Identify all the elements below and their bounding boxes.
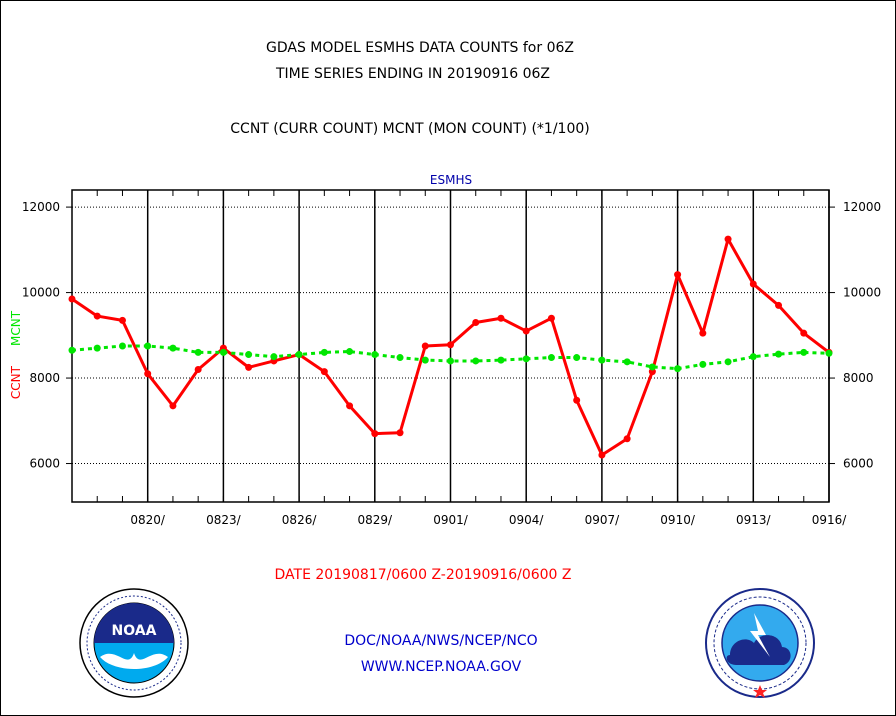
data-point-ccnt [68, 295, 76, 303]
data-point-mcnt [219, 348, 227, 356]
data-point-ccnt [421, 342, 429, 350]
y-tick-label-right: 12000 [843, 200, 881, 214]
x-tick-label: 0820/ [130, 513, 166, 527]
data-point-ccnt [749, 280, 757, 288]
data-point-mcnt [800, 348, 808, 356]
data-point-ccnt [598, 451, 606, 459]
x-tick-label: 0913/ [736, 513, 772, 527]
y-tick-label-right: 8000 [843, 371, 874, 385]
data-point-ccnt [144, 370, 152, 378]
data-point-mcnt [522, 355, 530, 363]
y-axis-label-mcnt: MCNT [9, 310, 23, 346]
data-point-ccnt [775, 301, 783, 309]
data-point-ccnt [800, 329, 808, 337]
data-point-mcnt [623, 358, 631, 366]
data-point-ccnt [522, 327, 530, 335]
data-point-mcnt [573, 354, 581, 362]
data-point-mcnt [674, 365, 682, 373]
data-point-ccnt [699, 329, 707, 337]
data-point-mcnt [144, 342, 152, 350]
y-axis-label-ccnt: CCNT [9, 365, 23, 399]
data-point-ccnt [447, 341, 454, 349]
data-point-mcnt [169, 344, 177, 352]
data-point-ccnt [472, 318, 480, 326]
x-tick-label: 0826/ [282, 513, 318, 527]
data-point-mcnt [472, 357, 480, 365]
data-point-mcnt [724, 358, 732, 366]
data-point-mcnt [447, 357, 454, 365]
footer-line-2: WWW.NCEP.NOAA.GOV [361, 659, 522, 675]
x-tick-label: 0829/ [358, 513, 394, 527]
plot-frame [71, 189, 830, 503]
data-point-ccnt [396, 429, 404, 437]
data-point-mcnt [245, 351, 253, 359]
axis-layer: 6000 6000 8000 8000 10000 10000 12000 12000 0820… [22, 189, 881, 527]
y-tick-label-left: 10000 [22, 286, 60, 300]
data-point-mcnt [295, 351, 303, 359]
noaa-logo-acronym: NOAA [112, 623, 157, 639]
data-point-mcnt [93, 344, 101, 352]
data-point-mcnt [371, 351, 379, 359]
y-tick-label-left: 8000 [29, 371, 60, 385]
date-range-label: DATE 20190817/0600 Z-20190916/0600 Z [275, 567, 572, 583]
data-point-ccnt [371, 430, 379, 438]
data-point-ccnt [497, 314, 505, 322]
y-tick-label-right: 10000 [843, 286, 881, 300]
data-point-ccnt [169, 402, 177, 410]
subtitle: CCNT (CURR COUNT) MCNT (MON COUNT) (*1/1… [230, 121, 589, 137]
data-point-ccnt [320, 368, 328, 376]
data-point-mcnt [270, 353, 278, 361]
y-tick-label-left: 6000 [29, 457, 60, 471]
data-point-mcnt [68, 346, 76, 354]
data-point-mcnt [497, 356, 505, 364]
data-point-ccnt [724, 235, 732, 243]
x-tick-label: 0910/ [660, 513, 696, 527]
data-point-mcnt [118, 342, 126, 350]
data-point-mcnt [648, 363, 656, 371]
x-tick-label: 0907/ [585, 513, 621, 527]
y-tick-label-left: 12000 [22, 200, 60, 214]
data-point-ccnt [118, 316, 126, 324]
nws-logo [705, 588, 815, 698]
footer-line-1: DOC/NOAA/NWS/NCEP/NCO [344, 633, 537, 649]
grid-layer [72, 190, 830, 502]
data-point-mcnt [396, 354, 404, 362]
data-point-ccnt [623, 435, 631, 443]
data-point-mcnt [749, 353, 757, 361]
title-line-1: GDAS MODEL ESMHS DATA COUNTS for 06Z [266, 40, 574, 56]
y-axis-label-group: CCNT MCNT [9, 310, 23, 399]
x-tick-label: 0904/ [509, 513, 545, 527]
data-point-mcnt [346, 348, 354, 356]
plot-title: ESMHS [430, 173, 472, 187]
data-point-mcnt [320, 348, 328, 356]
data-point-mcnt [699, 360, 707, 368]
data-point-ccnt [674, 271, 682, 279]
data-point-ccnt [547, 314, 555, 322]
x-tick-label: 0916/ [812, 513, 848, 527]
x-tick-label: 0823/ [206, 513, 242, 527]
series-layer [68, 235, 833, 459]
title-line-2: TIME SERIES ENDING IN 20190916 06Z [275, 66, 550, 82]
data-point-mcnt [825, 349, 833, 357]
data-point-ccnt [194, 366, 202, 374]
data-point-ccnt [93, 312, 101, 320]
x-tick-label: 0901/ [433, 513, 469, 527]
data-point-mcnt [598, 356, 606, 364]
data-point-mcnt [421, 356, 429, 364]
data-point-ccnt [245, 363, 253, 371]
data-point-mcnt [775, 350, 783, 358]
data-point-ccnt [346, 402, 354, 410]
y-tick-label-right: 6000 [843, 457, 874, 471]
data-point-mcnt [194, 348, 202, 356]
noaa-logo: NOAA [79, 588, 189, 698]
data-point-mcnt [547, 354, 555, 362]
data-point-ccnt [573, 396, 581, 404]
